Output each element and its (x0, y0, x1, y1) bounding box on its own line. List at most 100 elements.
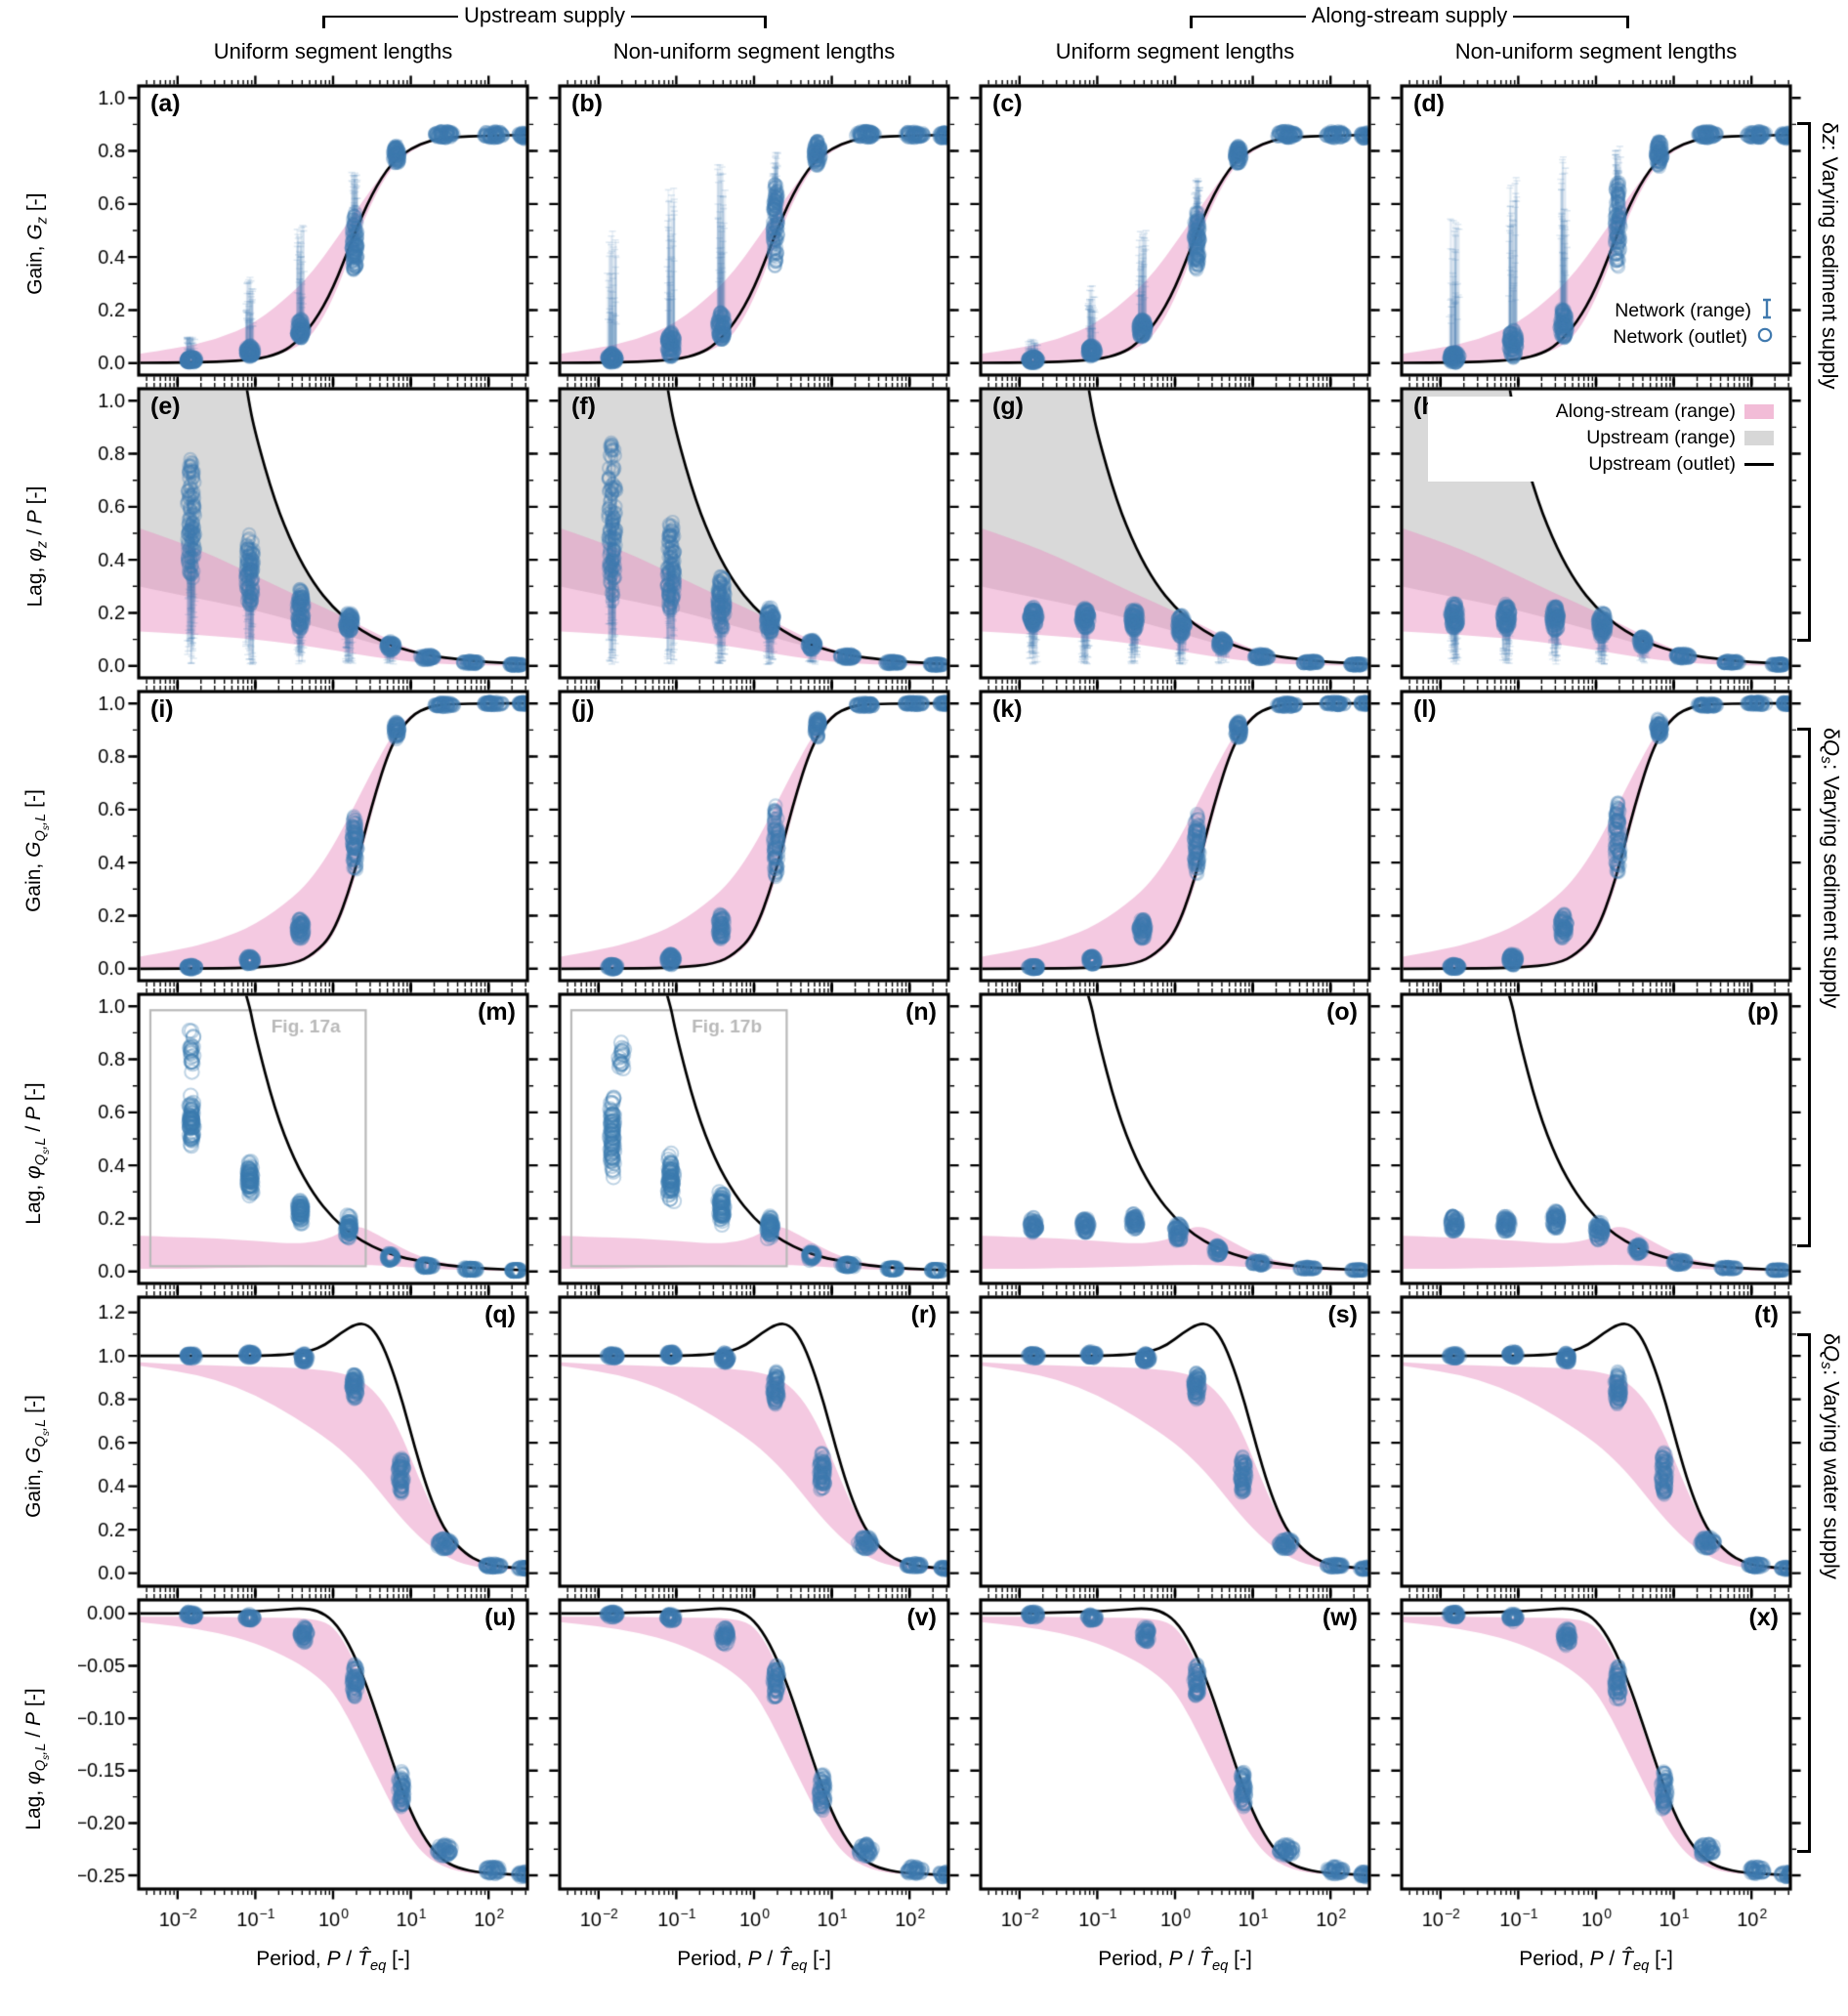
group-header-upstream: Upstream supply (322, 5, 768, 45)
panel-b: (b) (499, 70, 966, 432)
bracket-line (631, 16, 765, 18)
panel-canvas (920, 1281, 1387, 1643)
panel-j: (j) (499, 676, 966, 1037)
panel-g: (g) (920, 373, 1387, 735)
panel-canvas (920, 676, 1387, 1037)
panel-letter: (k) (992, 695, 1023, 723)
legend-label: Network (outlet) (1613, 326, 1747, 348)
legend-label: Upstream (range) (1586, 427, 1736, 448)
group-header-alongstream: Along-stream supply (1190, 5, 1630, 45)
x-axis-label-col1: Period, P / T̂eq [-] (256, 1948, 410, 1975)
panel-letter: (j) (571, 695, 595, 723)
panel-s: (s) (920, 1281, 1387, 1643)
column-title-3: Uniform segment lengths (1055, 39, 1295, 63)
panel-canvas (78, 70, 545, 432)
panel-letter: (p) (1747, 998, 1779, 1026)
row-group-label: δz: Varying sediment supply (1818, 122, 1842, 390)
panel-canvas (920, 70, 1387, 432)
row-group-water-qs: δQs: Varying water supply (1797, 1333, 1843, 1853)
row-group-label: δQs: Varying water supply (1818, 1333, 1844, 1579)
panel-letter: (b) (571, 90, 603, 117)
panel-canvas (1341, 676, 1808, 1037)
panel-v: (v) (499, 1584, 966, 1946)
panel-x: (x) (1341, 1584, 1808, 1946)
panel-canvas (1341, 1281, 1808, 1643)
legend-item: Along-stream (range) (1428, 399, 1774, 425)
panel-u: (u) (78, 1584, 545, 1946)
panel-letter: (s) (1327, 1301, 1358, 1328)
panel-letter: (w) (1322, 1604, 1358, 1631)
panel-canvas (499, 979, 966, 1340)
panel-letter: (t) (1754, 1301, 1779, 1328)
y-axis-label-row1: Gain, Gz [-] (23, 192, 51, 295)
legend-label: Network (range) (1615, 300, 1751, 321)
panel-canvas (78, 1281, 545, 1643)
panel-canvas (499, 676, 966, 1037)
y-axis-label-row2: Lag, φz / P [-] (23, 485, 51, 608)
panel-r: (r) (499, 1281, 966, 1643)
bracket-line (324, 16, 458, 18)
panel-canvas (499, 1281, 966, 1643)
panel-n: (n) (499, 979, 966, 1340)
panel-canvas (78, 1584, 545, 1946)
panel-a: (a) (78, 70, 545, 432)
panel-letter: (a) (150, 90, 181, 117)
panel-e: (e) (78, 373, 545, 735)
circle-icon (1756, 326, 1774, 350)
x-axis-label-col4: Period, P / T̂eq [-] (1519, 1948, 1673, 1975)
panel-canvas (78, 373, 545, 735)
panel-canvas (78, 979, 545, 1340)
y-axis-label-row5: Gain, GQs,L [-] (21, 1395, 53, 1518)
legend-label: Upstream (outlet) (1588, 453, 1736, 475)
column-title-2: Non-uniform segment lengths (612, 39, 896, 63)
bracket-line (1192, 16, 1306, 18)
panel-letter: (m) (478, 998, 516, 1026)
panel-letter: (v) (906, 1604, 937, 1631)
panel-f: (f) (499, 373, 966, 735)
pink-swatch (1744, 404, 1774, 419)
legend-item: Network (outlet) (1485, 324, 1774, 351)
panel-w: (w) (920, 1584, 1387, 1946)
panel-letter: (g) (992, 393, 1024, 420)
panel-canvas (920, 1584, 1387, 1946)
panel-canvas (1341, 1584, 1808, 1946)
group-header-label: Upstream supply (463, 3, 626, 27)
legend-network: Network (range) Network (outlet) (1485, 298, 1774, 351)
panel-c: (c) (920, 70, 1387, 432)
panel-letter: (x) (1748, 1604, 1779, 1631)
y-axis-label-row3: Gain, GQs,L [-] (21, 789, 53, 912)
x-axis-label-col3: Period, P / T̂eq [-] (1098, 1948, 1252, 1975)
panel-canvas (78, 676, 545, 1037)
legend-item: Network (range) (1485, 298, 1774, 324)
x-axis-label-col2: Period, P / T̂eq [-] (677, 1948, 831, 1975)
panel-letter: (f) (571, 393, 596, 420)
panel-canvas (920, 979, 1387, 1340)
panel-d: (d) (1341, 70, 1808, 432)
panel-canvas (499, 1584, 966, 1946)
y-axis-label-row4: Lag, φQs,L / P [-] (21, 1082, 53, 1225)
panel-letter: (e) (150, 393, 181, 420)
group-header-label: Along-stream supply (1311, 3, 1508, 27)
panel-i: (i) (78, 676, 545, 1037)
row-group-sediment-z: δz: Varying sediment supply (1797, 122, 1842, 642)
bracket-tick (764, 16, 768, 28)
panel-letter: (i) (150, 695, 174, 723)
panel-q: (q) (78, 1281, 545, 1643)
bracket-tick (1626, 16, 1630, 28)
panel-letter: (o) (1326, 998, 1358, 1026)
panel-letter: (q) (484, 1301, 516, 1328)
panel-p: (p) (1341, 979, 1808, 1340)
bracket-line (1513, 16, 1627, 18)
gray-swatch (1744, 431, 1774, 445)
bracket-tick (1190, 16, 1193, 28)
panel-k: (k) (920, 676, 1387, 1037)
panel-canvas (499, 373, 966, 735)
column-title-4: Non-uniform segment lengths (1454, 39, 1738, 63)
panel-t: (t) (1341, 1281, 1808, 1643)
y-axis-label-row6: Lag, φQs,L / P [-] (21, 1688, 53, 1830)
legend-bands: Along-stream (range) Upstream (range) Up… (1428, 397, 1774, 482)
panel-canvas (920, 373, 1387, 735)
row-group-label: δQs: Varying sediment supply (1818, 728, 1844, 1009)
panel-letter: (r) (910, 1301, 937, 1328)
